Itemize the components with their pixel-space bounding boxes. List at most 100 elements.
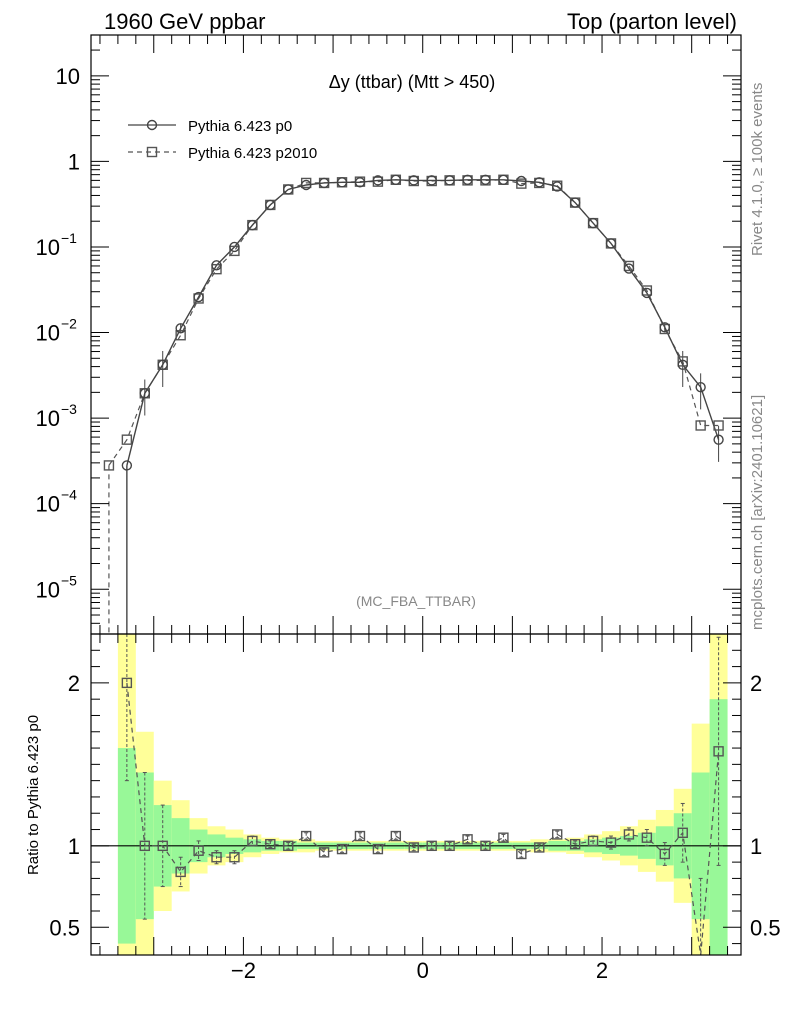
p0-marker-1 xyxy=(157,359,168,370)
p0-marker-10 xyxy=(318,177,330,189)
ratio-marker-27 xyxy=(605,837,617,848)
ratio-marker-15 xyxy=(390,830,402,842)
ratio-marker-22 xyxy=(516,848,527,860)
legend: Pythia 6.423 p0 Pythia 6.423 p2010 xyxy=(128,118,317,162)
ratio-marker-11 xyxy=(318,847,330,858)
p0-marker-5 xyxy=(229,241,240,253)
main-ytick-base-6: 10 xyxy=(36,577,60,602)
p2010-marker-23 xyxy=(516,178,527,189)
ratio-marker-4 xyxy=(193,845,204,856)
p0-marker-19 xyxy=(480,174,491,185)
ratio-ylabel: Ratio to Pythia 6.423 p0 xyxy=(25,715,42,875)
p0-marker-15 xyxy=(408,175,419,186)
p0-marker-31 xyxy=(695,381,706,393)
ratio-marker-10 xyxy=(300,830,312,842)
mcplots-label: mcplots.cern.ch [arXiv:2401.10621] xyxy=(749,395,766,630)
p0-marker-20 xyxy=(498,174,509,185)
ratio-marker-0 xyxy=(121,677,133,689)
p0-marker-29 xyxy=(659,322,670,333)
p0-marker-8 xyxy=(283,184,294,195)
main-ytick-base-5: 10 xyxy=(36,492,60,517)
p0-marker-17 xyxy=(444,175,455,186)
ratio-marker-16 xyxy=(408,842,419,853)
legend-marker-p0 xyxy=(146,119,158,131)
p2010-marker-1 xyxy=(121,434,133,445)
p0-marker-11 xyxy=(336,177,348,188)
ratio-ytick-label-left-2: 2 xyxy=(68,671,80,696)
ratio-layer xyxy=(91,633,741,956)
p0-marker-7 xyxy=(265,199,276,211)
main-ytick-base-3: 10 xyxy=(36,321,60,346)
ratio-marker-29 xyxy=(641,832,653,843)
p0-marker-12 xyxy=(354,177,366,188)
ratio-marker-8 xyxy=(265,838,276,850)
p2010-marker-6 xyxy=(211,263,222,275)
ratio-marker-33 xyxy=(713,746,724,757)
p0-marker-13 xyxy=(372,175,384,186)
main-ytick-base-2: 10 xyxy=(36,235,60,260)
ratio-xtick-label-2: 2 xyxy=(596,958,608,983)
main-ytick-exp-3: −2 xyxy=(61,316,77,332)
p0-marker-6 xyxy=(247,219,258,231)
p0-marker-14 xyxy=(390,174,402,185)
ratio-marker-12 xyxy=(336,843,348,855)
ratio-ytick-label-right-2: 2 xyxy=(750,671,762,696)
p0-marker-start xyxy=(121,460,133,471)
series-p2010-line xyxy=(108,179,719,466)
ratio-marker-19 xyxy=(462,834,473,845)
p0-marker-27 xyxy=(623,263,635,274)
p0-marker-32 xyxy=(713,434,724,445)
ratio-marker-7 xyxy=(247,835,258,847)
ratio-xtick-label-0: −2 xyxy=(231,958,256,983)
ratio-marker-24 xyxy=(552,829,563,840)
ratio-marker-6 xyxy=(229,852,240,863)
ratio-series-line xyxy=(126,682,720,956)
ratio-marker-9 xyxy=(283,840,294,852)
p2010-marker-0 xyxy=(103,460,115,471)
ratio-marker-14 xyxy=(372,843,384,855)
ratio-marker-17 xyxy=(426,840,437,852)
p0-marker-24 xyxy=(569,197,581,208)
main-ytick-exp-2: −1 xyxy=(61,230,77,246)
ratio-ytick-label-right-0: 0.5 xyxy=(750,915,781,940)
ratio-marker-23 xyxy=(534,842,545,853)
p0-marker-3 xyxy=(193,291,204,303)
main-ytick-exp-4: −3 xyxy=(61,401,77,417)
band-inner-33 xyxy=(709,699,728,955)
p0-marker-4 xyxy=(211,260,222,271)
p0-marker-25 xyxy=(587,217,599,229)
ratio-marker-30 xyxy=(659,848,670,860)
p0-marker-16 xyxy=(426,175,437,186)
ratio-marker-20 xyxy=(480,840,491,852)
main-ytick-base-4: 10 xyxy=(36,406,60,431)
watermark: (MC_FBA_TTBAR) xyxy=(356,593,476,609)
ratio-marker-26 xyxy=(587,835,599,847)
ratio-marker-1 xyxy=(139,840,150,852)
rivet-label: Rivet 4.1.0, ≥ 100k events xyxy=(749,83,766,256)
ratio-frame xyxy=(90,633,742,956)
p2010-marker-33 xyxy=(695,420,706,431)
ratio-marker-13 xyxy=(354,830,366,842)
legend-label-p2010: Pythia 6.423 p2010 xyxy=(188,145,317,162)
main-ytick-label-1: 1 xyxy=(68,149,80,174)
ratio-xtick-label-1: 0 xyxy=(417,958,429,983)
ratio-ytick-label-left-1: 1 xyxy=(68,834,80,859)
p0-marker-28 xyxy=(641,287,653,299)
ratio-ytick-label-right-1: 1 xyxy=(750,834,762,859)
main-ytick-exp-6: −5 xyxy=(61,572,77,588)
ratio-marker-18 xyxy=(444,840,455,852)
p0-marker-9 xyxy=(300,179,312,191)
main-title: Δy (ttbar) (Mtt > 450) xyxy=(329,72,496,92)
p0-marker-0 xyxy=(139,388,150,399)
p0-marker-2 xyxy=(175,323,186,334)
header-right: Top (parton level) xyxy=(567,9,737,34)
main-layer xyxy=(103,174,724,634)
main-ytick-exp-5: −4 xyxy=(61,487,77,503)
ratio-marker-28 xyxy=(623,829,635,840)
ratio-marker-31 xyxy=(677,827,688,838)
p0-marker-26 xyxy=(605,238,617,249)
p2010-marker-7 xyxy=(229,245,240,257)
ratio-marker-25 xyxy=(569,838,581,850)
